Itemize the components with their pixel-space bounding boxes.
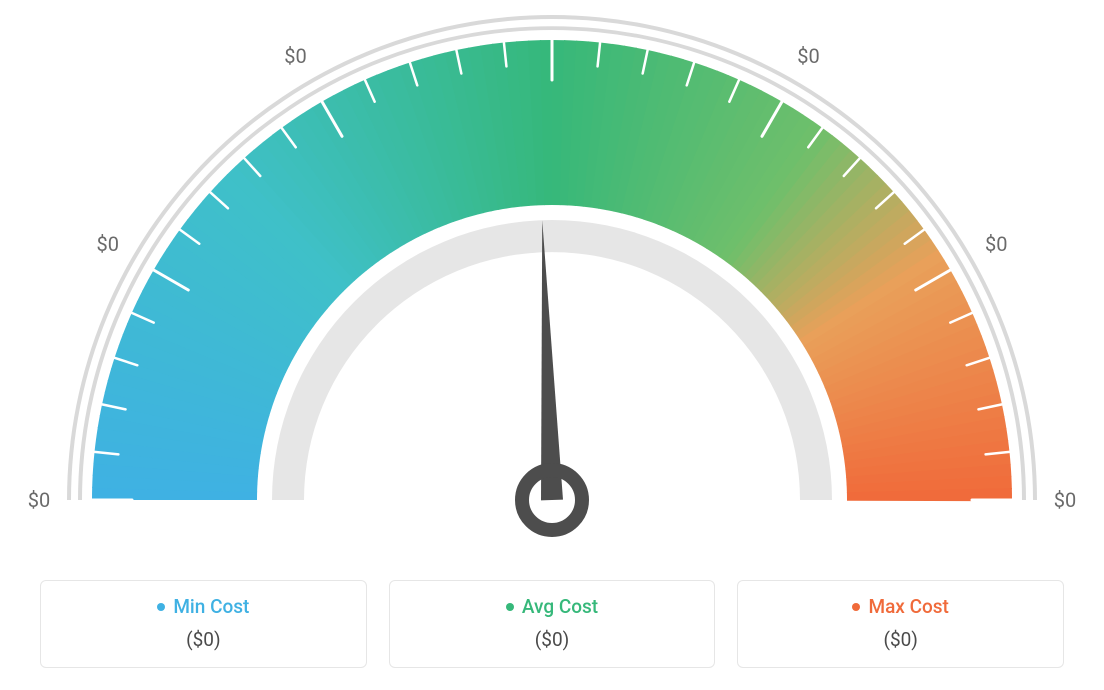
legend-card-min: Min Cost ($0) — [40, 580, 367, 668]
legend-label: Min Cost — [173, 595, 249, 618]
gauge-tick-label: $0 — [985, 232, 1007, 256]
legend-title-max: Max Cost — [852, 595, 948, 618]
gauge-svg — [0, 0, 1104, 560]
gauge-tick-label: $0 — [96, 232, 118, 256]
gauge-tick-label: $0 — [797, 44, 819, 68]
legend-value: ($0) — [748, 628, 1053, 651]
legend-value: ($0) — [51, 628, 356, 651]
dot-icon — [852, 603, 860, 611]
gauge-tick-label: $0 — [284, 44, 306, 68]
dot-icon — [506, 603, 514, 611]
legend-card-avg: Avg Cost ($0) — [389, 580, 716, 668]
legend-title-min: Min Cost — [157, 595, 249, 618]
legend-card-max: Max Cost ($0) — [737, 580, 1064, 668]
dot-icon — [157, 603, 165, 611]
gauge-tick-label: $0 — [28, 488, 50, 512]
gauge-area: $0$0$0$0$0$0$0 — [0, 0, 1104, 560]
legend-value: ($0) — [400, 628, 705, 651]
gauge-tick-label: $0 — [1054, 488, 1076, 512]
legend-label: Avg Cost — [522, 595, 598, 618]
legend-row: Min Cost ($0) Avg Cost ($0) Max Cost ($0… — [40, 580, 1064, 668]
legend-label: Max Cost — [868, 595, 948, 618]
cost-gauge-chart: $0$0$0$0$0$0$0 Min Cost ($0) Avg Cost ($… — [0, 0, 1104, 690]
legend-title-avg: Avg Cost — [506, 595, 598, 618]
